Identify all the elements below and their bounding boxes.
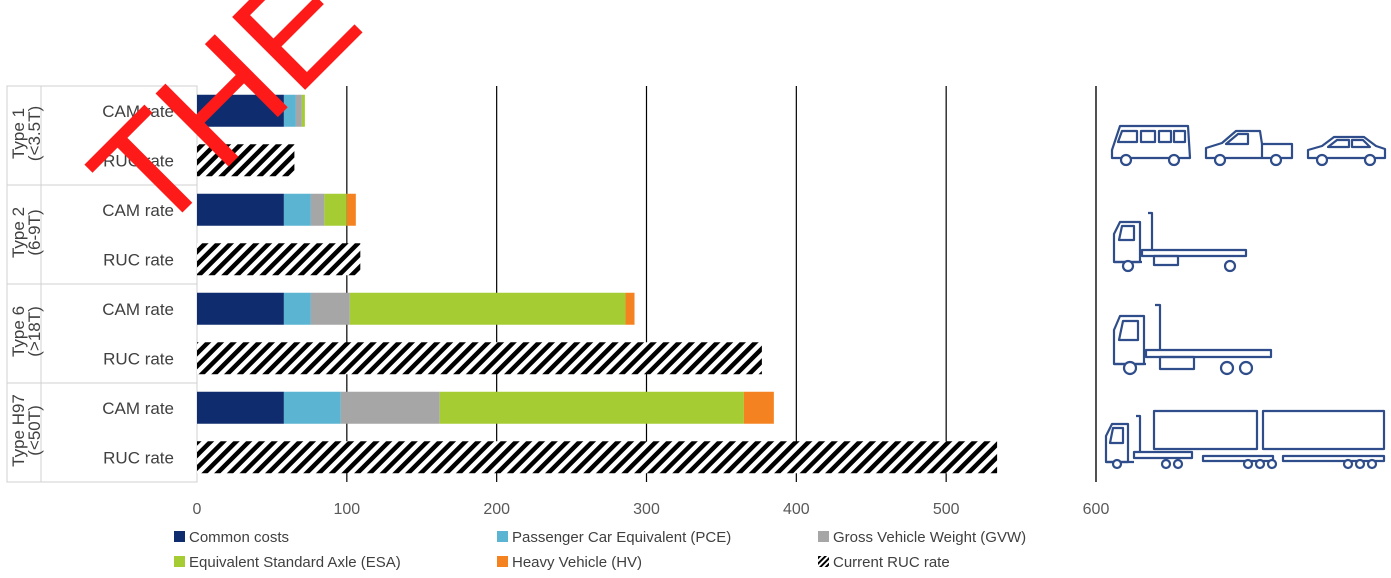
legend-swatch-ruc <box>818 556 829 567</box>
legend-label-esa: Equivalent Standard Axle (ESA) <box>189 554 401 571</box>
group-sublabel: (<3.5T) <box>25 106 44 161</box>
legend-label-pce: Passenger Car Equivalent (PCE) <box>512 529 731 546</box>
bar-hv <box>625 292 635 325</box>
cam-rate-label: CAM rate <box>102 201 174 220</box>
ruc-rate-label: RUC rate <box>103 349 174 368</box>
watermark: THE OFFICIAL <box>59 0 897 263</box>
bar-ruc <box>197 243 361 276</box>
group-sublabel: (>18T) <box>25 306 44 357</box>
car-icon <box>1306 135 1387 167</box>
bar-gvw <box>310 292 350 325</box>
bar-gvw <box>310 193 325 226</box>
legend-label-gvw: Gross Vehicle Weight (GVW) <box>833 529 1026 546</box>
legend-swatch-common <box>174 531 185 542</box>
vehicle-icons <box>1104 124 1387 470</box>
bar-ruc <box>197 441 998 474</box>
bar-common <box>197 391 284 424</box>
x-tick-label: 500 <box>933 501 960 518</box>
bar-pce <box>283 292 311 325</box>
x-tick-label: 0 <box>193 501 202 518</box>
x-tick-label: 600 <box>1083 501 1110 518</box>
group-label: Type 6 <box>9 306 28 357</box>
legend-label-common: Common costs <box>189 529 289 546</box>
bar-esa <box>324 193 347 226</box>
bar-gvw <box>295 94 302 127</box>
bar-hv <box>743 391 774 424</box>
cam-rate-label: CAM rate <box>102 102 174 121</box>
bar-pce <box>283 94 296 127</box>
bar-common <box>197 292 284 325</box>
van-icon <box>1110 124 1192 167</box>
legend-label-hv: Heavy Vehicle (HV) <box>512 554 642 571</box>
bars <box>197 94 998 474</box>
bar-ruc <box>197 144 295 177</box>
group-label: Type H97 <box>9 394 28 467</box>
bar-common <box>197 193 284 226</box>
legend-swatch-hv <box>497 556 508 567</box>
x-tick-label: 200 <box>483 501 510 518</box>
legend-swatch-pce <box>497 531 508 542</box>
ruc-rate-label: RUC rate <box>103 151 174 170</box>
legend: Common costs Passenger Car Equivalent (PC… <box>174 529 1026 571</box>
bar-hv <box>346 193 356 226</box>
ruc-rate-label: RUC rate <box>103 250 174 269</box>
bar-esa <box>301 94 305 127</box>
x-tick-label: 100 <box>333 501 360 518</box>
group-label: Type 2 <box>9 207 28 258</box>
bar-common <box>197 94 284 127</box>
rigid-truck-icon <box>1112 211 1248 273</box>
legend-swatch-esa <box>174 556 185 567</box>
bar-pce <box>283 391 341 424</box>
ute-icon <box>1204 129 1294 167</box>
legend-label-ruc: Current RUC rate <box>833 554 950 571</box>
bar-ruc <box>197 342 762 375</box>
x-tick-label: 400 <box>783 501 810 518</box>
x-tick-label: 300 <box>633 501 660 518</box>
category-axis-labels: Type 1(<3.5T) CAM rate RUC rate Type 2(6-9T… <box>6 85 198 483</box>
group-label: Type 1 <box>9 108 28 159</box>
group-sublabel: (<50T) <box>25 405 44 456</box>
ruc-rate-label: RUC rate <box>103 448 174 467</box>
b-double-truck-icon <box>1104 409 1386 470</box>
group-sublabel: (6-9T) <box>25 209 44 255</box>
heavy-rigid-truck-icon <box>1112 303 1273 376</box>
legend-swatch-gvw <box>818 531 829 542</box>
x-axis-ticks: 0 100 200 300 400 500 600 <box>193 501 1110 518</box>
bar-gvw <box>340 391 440 424</box>
bar-esa <box>349 292 626 325</box>
cam-rate-label: CAM rate <box>102 300 174 319</box>
bar-pce <box>283 193 311 226</box>
bar-esa <box>439 391 744 424</box>
cam-rate-label: CAM rate <box>102 399 174 418</box>
